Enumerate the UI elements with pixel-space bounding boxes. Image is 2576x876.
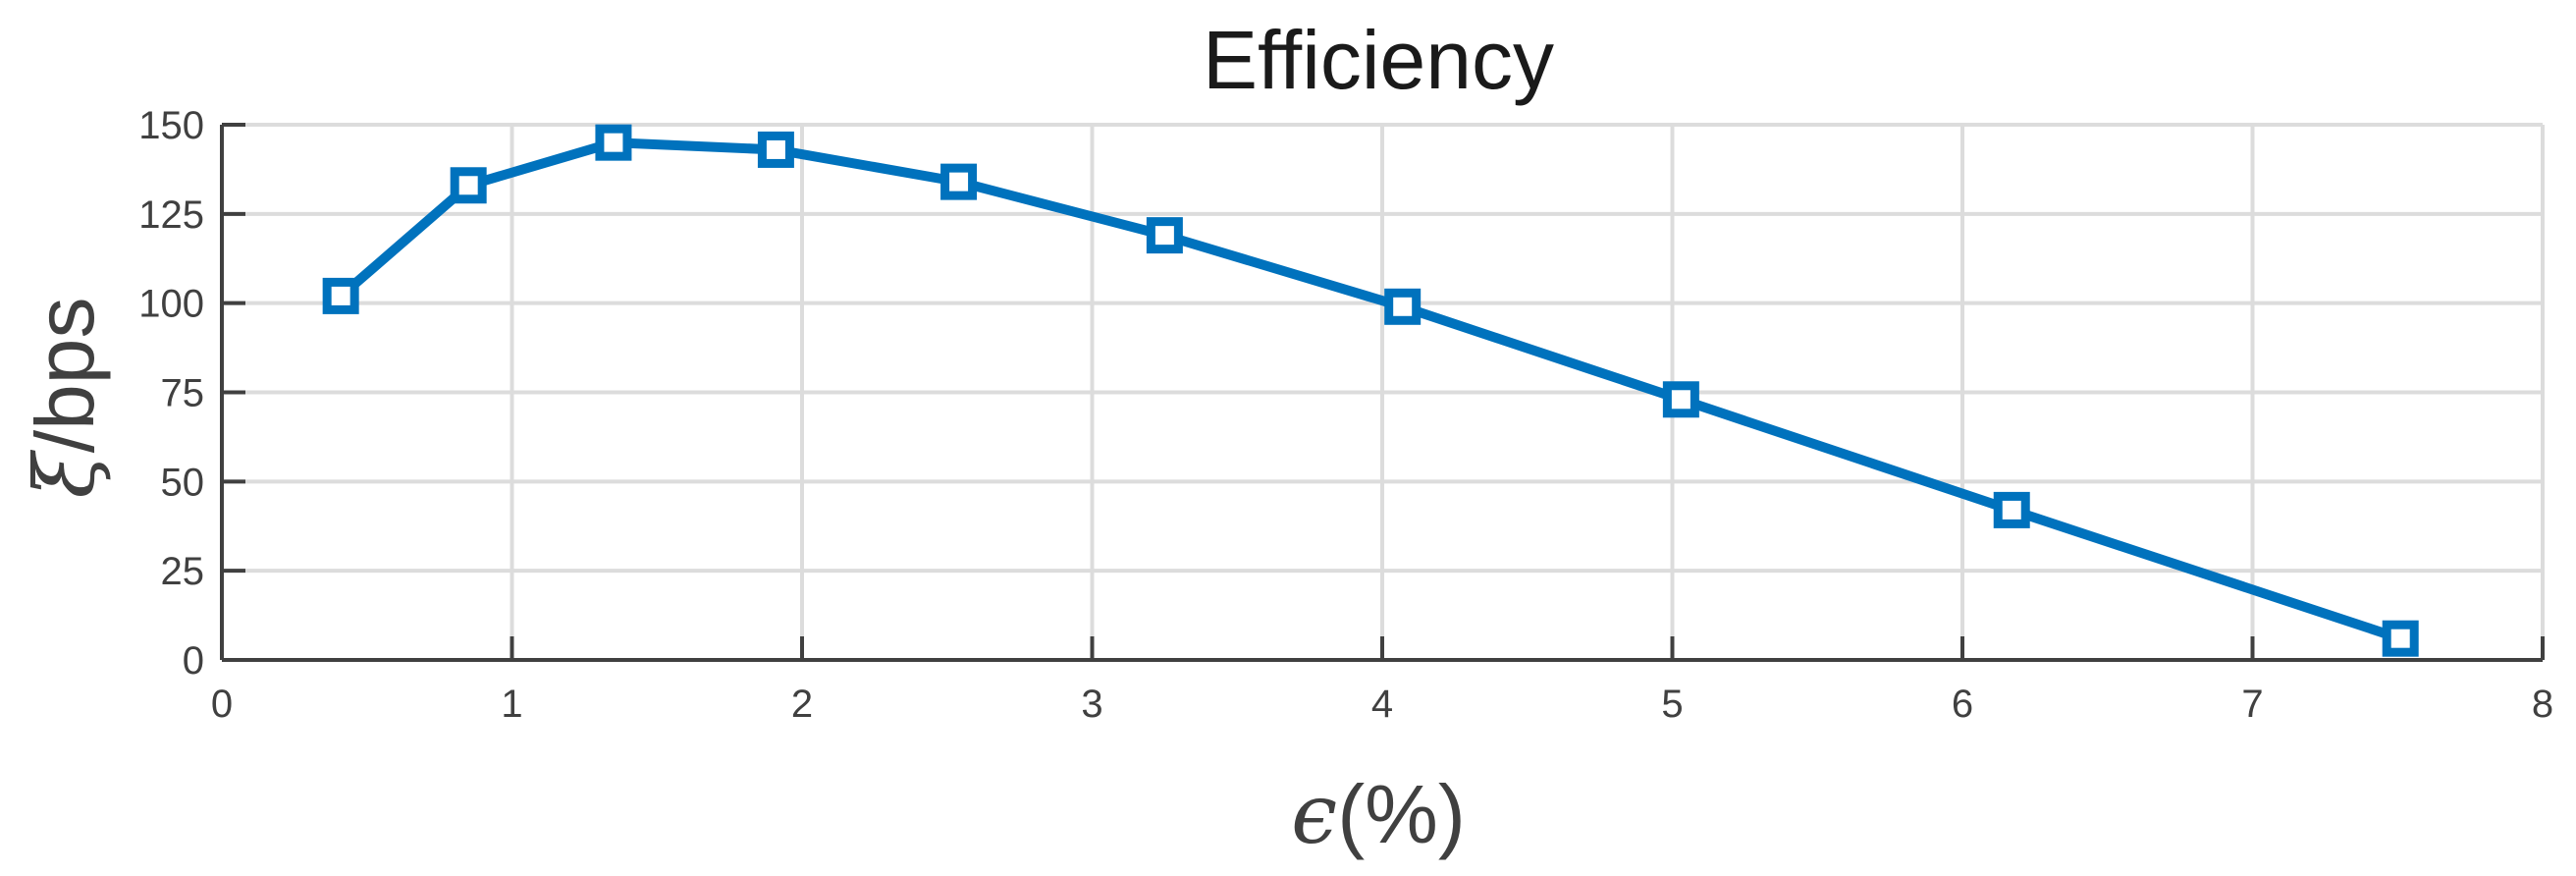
x-axis-symbol: ϵ (1291, 766, 1337, 862)
data-point-marker (2382, 620, 2419, 657)
x-tick-labels: 0 1 2 3 4 5 6 7 8 (211, 683, 2553, 726)
data-point-marker (1146, 217, 1183, 254)
data-series (322, 124, 2419, 657)
data-point-marker (757, 131, 794, 168)
x-tick-label: 6 (1952, 683, 1973, 726)
y-axis-unit: /bps (19, 297, 111, 453)
y-tick-label: 75 (161, 372, 205, 415)
x-tick-label: 7 (2241, 683, 2263, 726)
x-axis-label: ϵ(%) (1291, 766, 1466, 862)
x-tick-label: 3 (1081, 683, 1102, 726)
data-point-marker (1384, 288, 1422, 325)
y-axis-symbol: ξ (17, 450, 113, 499)
chart-title: Efficiency (1203, 14, 1554, 106)
x-tick-label: 5 (1661, 683, 1683, 726)
axes (220, 123, 2545, 662)
y-tick-label: 100 (138, 283, 204, 326)
data-point-marker (940, 163, 978, 200)
x-tick-label: 4 (1371, 683, 1393, 726)
y-tick-label: 25 (161, 550, 205, 593)
data-point-marker (450, 167, 487, 204)
y-axis-label: ξ/bps (17, 297, 113, 498)
y-tick-label: 150 (138, 104, 204, 147)
y-tick-label: 125 (138, 193, 204, 237)
y-tick-label: 0 (183, 639, 204, 683)
x-tick-label: 2 (791, 683, 813, 726)
y-tick-labels: 0 25 50 75 100 125 150 (138, 104, 204, 683)
x-tick-label: 1 (501, 683, 522, 726)
data-point-marker (595, 124, 632, 161)
series-line (336, 137, 2406, 644)
data-point-marker (1993, 491, 2030, 528)
x-tick-label: 0 (211, 683, 233, 726)
x-tick-label: 8 (2532, 683, 2553, 726)
y-tick-label: 50 (161, 461, 205, 504)
data-point-marker (322, 277, 359, 314)
x-axis-unit: (%) (1337, 768, 1466, 860)
data-point-marker (1662, 381, 1699, 418)
grid-lines (222, 123, 2545, 660)
